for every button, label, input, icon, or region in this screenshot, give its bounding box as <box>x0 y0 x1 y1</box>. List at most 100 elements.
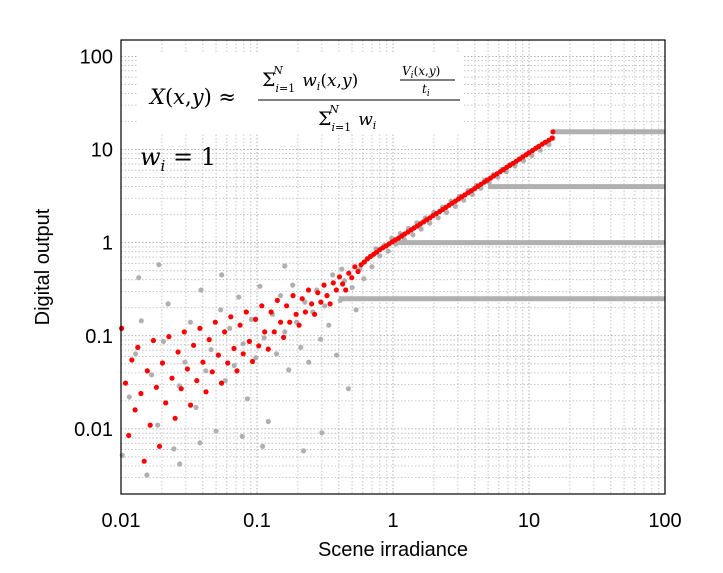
red-point <box>175 349 181 355</box>
red-point <box>315 290 321 296</box>
svg-text:Σi=1N wi: Σi=1N wi <box>318 98 376 134</box>
red-point <box>305 287 312 293</box>
red-point <box>141 458 147 464</box>
red-point <box>147 422 153 428</box>
gray-point <box>353 307 359 313</box>
gray-point <box>171 446 177 452</box>
formula-annotation: X(x,y) ≈ Σi=1N wi(x,y) Vi(x,y) ti Σi=1N … <box>148 64 460 134</box>
gray-point <box>261 335 267 341</box>
red-point <box>188 402 194 408</box>
red-point <box>274 297 280 303</box>
gray-point <box>257 283 263 289</box>
red-point <box>299 296 305 302</box>
red-point <box>203 389 209 395</box>
svg-text:X(x,y) ≈: X(x,y) ≈ <box>148 85 236 109</box>
x-axis-label: Scene irradiance <box>318 539 468 561</box>
gray-point <box>193 404 199 410</box>
red-point <box>218 380 225 386</box>
gray-point <box>119 452 125 458</box>
gray-point <box>326 322 332 328</box>
saturation-lines <box>338 129 665 302</box>
red-point <box>293 311 299 317</box>
gray-point <box>361 276 367 282</box>
red-point <box>343 287 349 293</box>
gray-point-series <box>119 135 556 478</box>
gray-point <box>265 418 271 425</box>
gray-point <box>349 284 355 291</box>
red-point <box>330 280 336 286</box>
red-point <box>132 407 138 413</box>
red-point <box>327 301 333 307</box>
gray-point <box>126 394 132 400</box>
red-point <box>184 366 190 372</box>
red-point <box>200 359 206 365</box>
y-tick-label: 1 <box>102 233 113 255</box>
red-point <box>549 135 555 141</box>
gray-point <box>177 461 183 467</box>
red-point <box>346 270 352 276</box>
red-point <box>336 274 343 280</box>
gray-point <box>240 341 246 347</box>
gray-point <box>427 220 433 226</box>
red-point <box>256 343 262 349</box>
gray-point <box>222 378 228 384</box>
svg-text:wi = 1: wi = 1 <box>140 143 216 175</box>
red-point <box>253 316 259 322</box>
red-point <box>138 390 144 397</box>
red-point <box>172 415 178 421</box>
gray-point <box>213 428 219 434</box>
gray-point <box>290 282 296 288</box>
gray-point <box>219 272 225 278</box>
gray-point <box>318 336 324 342</box>
formula-background <box>137 52 463 134</box>
gray-point <box>244 396 250 402</box>
gray-point <box>385 248 391 254</box>
svg-text:ti: ti <box>422 82 430 99</box>
red-point <box>281 334 287 340</box>
gray-point <box>198 287 204 293</box>
red-point <box>268 309 274 315</box>
x-tick-label: 0.1 <box>243 510 271 532</box>
gray-point <box>231 362 237 369</box>
x-tick-label: 1 <box>387 510 398 532</box>
red-point <box>181 329 187 335</box>
gray-point <box>322 303 328 309</box>
red-point <box>249 358 256 365</box>
gray-point <box>203 368 209 374</box>
red-point <box>265 346 271 352</box>
gray-point <box>334 352 340 358</box>
red-point <box>333 287 339 293</box>
gray-point <box>278 293 284 299</box>
gray-point <box>339 266 345 272</box>
gray-point <box>239 433 245 439</box>
gray-point <box>452 203 458 209</box>
gray-point <box>410 232 416 238</box>
gray-point <box>301 448 307 454</box>
red-point <box>178 386 184 392</box>
red-point <box>212 319 218 325</box>
red-point-series <box>119 129 556 464</box>
y-tick-labels: 0.01 0.1 1 10 100 <box>74 46 113 441</box>
gray-point <box>286 367 292 373</box>
red-point <box>262 329 268 335</box>
gray-point <box>282 263 288 269</box>
gray-point <box>236 294 242 300</box>
grid-lines <box>120 40 666 495</box>
red-point <box>228 314 234 320</box>
red-point <box>287 319 293 325</box>
red-point <box>284 303 290 309</box>
red-point <box>197 325 203 331</box>
gray-point <box>377 253 383 259</box>
gray-point <box>248 316 254 322</box>
y-axis-label: Digital output <box>32 208 54 325</box>
gray-point <box>160 338 166 344</box>
red-point <box>352 264 358 270</box>
red-point <box>222 329 228 335</box>
red-point <box>191 342 197 348</box>
gray-point <box>330 272 336 278</box>
y-tick-label: 100 <box>80 46 113 68</box>
x-tick-label: 100 <box>648 510 681 532</box>
gray-point <box>155 422 161 428</box>
gray-point <box>144 472 150 478</box>
